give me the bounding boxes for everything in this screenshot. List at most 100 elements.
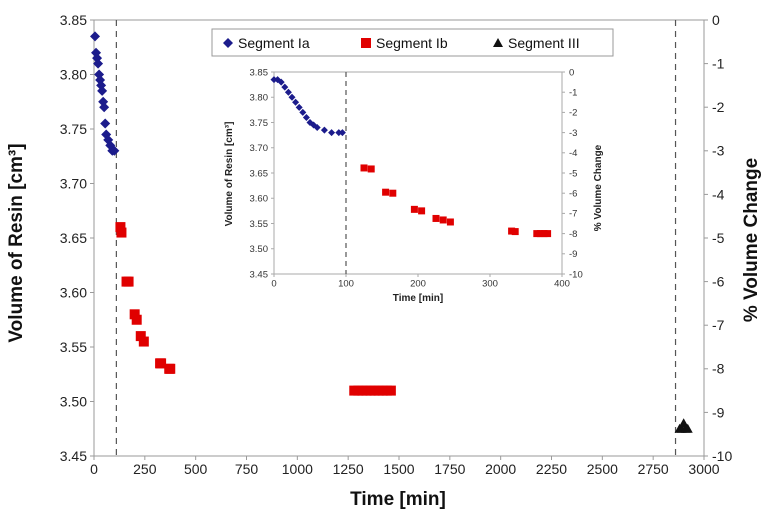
inset-data-point — [292, 98, 300, 106]
main-x-tick-label: 1250 — [333, 461, 364, 477]
legend-item-segment-iii: Segment III — [493, 35, 580, 51]
main-x-tick-label: 750 — [235, 461, 259, 477]
inset-y2-axis-title: % Volume Change — [593, 144, 604, 231]
inset-x-tick-label: 0 — [271, 279, 276, 290]
main-x-ticks: 0 250 500 750 1000 1250 1500 1750 2000 2250 2500 27… — [90, 456, 720, 477]
main-y2-tick-label: 0 — [712, 12, 720, 28]
inset-y-axis-title: Volume of Resin [cm³] — [224, 122, 235, 227]
main-y-tick-label: 3.45 — [60, 448, 87, 464]
main-data-point — [682, 423, 693, 433]
main-data-point — [116, 227, 127, 238]
inset-data-point — [328, 129, 336, 137]
main-y-tick-label: 3.75 — [60, 121, 87, 137]
inset-y-tick-label: 3.45 — [250, 269, 269, 280]
main-y2-tick-label: -3 — [712, 143, 725, 159]
inset-data-point — [320, 126, 328, 134]
main-x-tick-label: 3000 — [688, 461, 719, 477]
inset-data-point — [281, 83, 289, 91]
main-data-point — [135, 331, 146, 342]
main-y2-tick-label: -7 — [712, 317, 725, 333]
inset-y2-tick-label: -10 — [569, 269, 583, 280]
inset-data-point — [270, 76, 278, 84]
inset-y-tick-label: 3.65 — [250, 168, 269, 179]
main-series-segment-ia — [90, 31, 120, 156]
inset-y-tick-label: 3.75 — [250, 118, 269, 129]
main-x-tick-label: 250 — [133, 461, 157, 477]
inset-x-axis-title: Time [min] — [393, 293, 443, 304]
main-y-tick-label: 3.50 — [60, 393, 87, 409]
inset-data-point — [284, 88, 292, 96]
inset-x-tick-label: 400 — [554, 279, 570, 290]
legend-marker — [493, 38, 503, 47]
inset-data-point — [335, 129, 343, 137]
legend-marker — [361, 38, 371, 48]
main-data-point — [93, 58, 104, 69]
inset-y2-tick-label: -1 — [569, 88, 577, 99]
inset-data-marks — [270, 76, 552, 238]
main-series-segment-iii — [674, 418, 693, 433]
legend: Segment Ia Segment Ib Segment III — [211, 28, 614, 57]
inset-data-point — [544, 230, 552, 238]
main-y2-tick-label: -10 — [712, 448, 732, 464]
inset-data-point — [410, 205, 418, 213]
inset-data-point — [299, 108, 307, 116]
inset-data-point — [508, 227, 516, 235]
inset-y-tick-label: 3.80 — [250, 93, 269, 104]
main-y-tick-label: 3.65 — [60, 230, 87, 246]
inset-data-point — [439, 216, 447, 224]
main-data-marks — [90, 31, 693, 433]
inset-data-point — [511, 228, 519, 236]
main-y2-tick-label: -9 — [712, 404, 725, 420]
inset-data-point — [302, 113, 310, 121]
inset-data-point — [418, 207, 426, 215]
main-y2-tick-label: -2 — [712, 99, 725, 115]
main-data-point — [123, 276, 134, 287]
inset-x-tick-label: 300 — [482, 279, 498, 290]
inset-data-point — [446, 218, 454, 226]
main-data-point — [129, 309, 140, 320]
main-x-tick-label: 500 — [184, 461, 208, 477]
main-y-axis-title: Volume of Resin [cm³] — [6, 143, 27, 342]
inset-y2-tick-label: -6 — [569, 189, 577, 200]
main-y2-axis-title: % Volume Change — [741, 158, 762, 322]
main-data-point — [99, 102, 110, 113]
main-x-tick-label: 1750 — [434, 461, 465, 477]
inset-y2-tick-label: 0 — [569, 67, 574, 78]
main-data-point — [90, 31, 101, 42]
main-y2-tick-label: -5 — [712, 230, 725, 246]
main-vlines — [115, 20, 677, 456]
main-y-tick-label: 3.55 — [60, 339, 87, 355]
inset-data-point — [533, 230, 541, 238]
inset-data-point — [540, 230, 548, 238]
main-data-point — [115, 222, 126, 233]
inset-data-point — [288, 93, 296, 101]
main-x-tick-label: 2000 — [485, 461, 516, 477]
main-data-point — [131, 314, 142, 325]
inset-y2-tick-label: -3 — [569, 128, 577, 139]
legend-label: Segment Ib — [376, 35, 448, 51]
main-data-point — [109, 145, 120, 156]
inset-data-point — [367, 165, 375, 173]
inset-data-point — [382, 188, 390, 196]
main-x-tick-label: 2500 — [587, 461, 618, 477]
legend-marker — [223, 38, 233, 48]
inset-y2-tick-label: -5 — [569, 168, 577, 179]
inset-y2-tick-label: -4 — [569, 148, 577, 159]
main-data-point — [156, 358, 167, 369]
inset-plot: 0 100 200 300 400 3.453.503.553.603.653.703.… — [222, 58, 604, 304]
inset-series-segment-ia — [270, 76, 346, 137]
inset-x-tick-label: 100 — [338, 279, 354, 290]
inset-x-tick-label: 200 — [410, 279, 426, 290]
main-y-tick-label: 3.85 — [60, 12, 87, 28]
inset-data-point — [313, 124, 321, 132]
main-y2-ticks: 0 -1 -2 -3 -4 -5 -6 -7 -8 -9 -10 — [704, 12, 732, 464]
legend-label: Segment III — [508, 35, 580, 51]
inset-y-tick-label: 3.70 — [250, 143, 269, 154]
inset-data-point — [360, 164, 368, 172]
inset-y-tick-label: 3.85 — [250, 67, 269, 78]
main-data-point — [165, 363, 176, 374]
main-x-tick-label: 1500 — [383, 461, 414, 477]
legend-item-segment-ia: Segment Ia — [223, 35, 310, 51]
inset-data-point — [389, 189, 397, 197]
main-data-point — [138, 336, 149, 347]
